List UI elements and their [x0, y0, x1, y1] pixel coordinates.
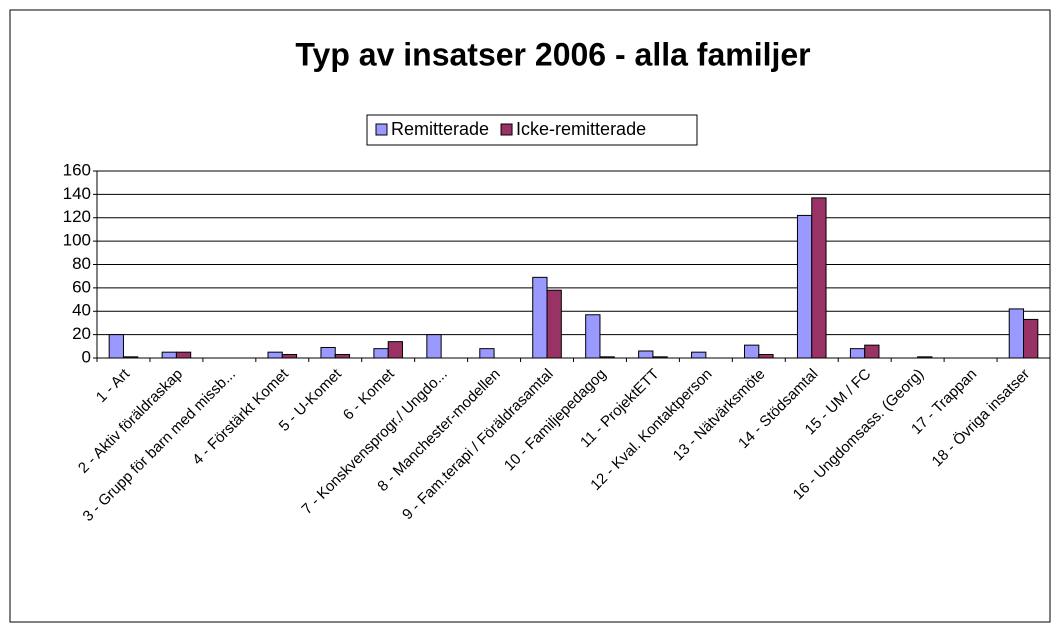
y-tick-label: 0 [82, 347, 91, 366]
bar [161, 351, 177, 359]
legend-label: Remitterade [391, 119, 489, 139]
legend-swatch [375, 123, 388, 136]
y-tick-label: 20 [72, 324, 91, 343]
y-tick-label: 80 [72, 254, 91, 273]
bar [811, 197, 827, 359]
bar [1008, 308, 1025, 359]
bar [426, 334, 442, 359]
bar [849, 348, 866, 359]
chart-border [9, 9, 1051, 623]
y-tick-label: 140 [63, 184, 91, 203]
bar [320, 346, 336, 359]
bar [175, 351, 192, 359]
bar [267, 351, 283, 359]
bar [281, 353, 298, 359]
bar [864, 344, 880, 359]
y-tick-label: 60 [72, 277, 91, 296]
y-tick-label: 160 [63, 160, 91, 179]
bar [796, 214, 813, 359]
bar [758, 353, 774, 359]
bar [108, 334, 124, 359]
bar [744, 344, 760, 359]
chart-title: Typ av insatser 2006 - alla familjer [295, 36, 810, 72]
y-tick-label: 120 [63, 207, 91, 226]
bar [546, 289, 562, 359]
bar [691, 351, 707, 359]
bar [1023, 318, 1039, 359]
bar [532, 276, 548, 359]
y-tick-label: 100 [63, 231, 91, 250]
y-tick-label: 40 [72, 301, 91, 320]
bar [387, 341, 403, 359]
bar [585, 314, 601, 359]
bar [373, 348, 389, 359]
bar [334, 353, 351, 359]
legend-label: Icke-remitterade [516, 119, 646, 139]
legend-box [366, 114, 698, 146]
bar [638, 350, 654, 359]
bar [479, 348, 495, 359]
legend-swatch [500, 123, 513, 136]
